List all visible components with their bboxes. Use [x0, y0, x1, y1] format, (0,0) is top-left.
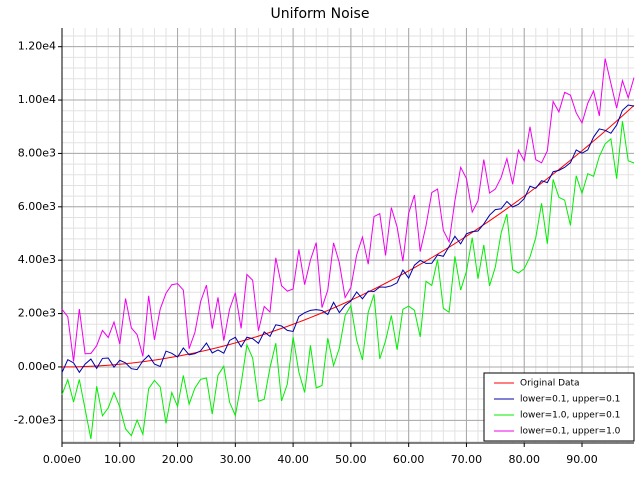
- series-line: [61, 104, 635, 374]
- legend-label: lower=0.1, upper=0.1: [520, 395, 620, 405]
- series-line: [61, 121, 635, 439]
- x-tick-label: 70.00: [451, 453, 483, 466]
- chart-title: Uniform Noise: [271, 6, 370, 22]
- legend-box: [483, 372, 635, 442]
- legend-label: lower=0.1, upper=1.0: [520, 427, 621, 437]
- y-tick-label: 6.00e3: [18, 200, 56, 213]
- x-tick-label: 60.00: [393, 453, 425, 466]
- x-tick-label: 20.00: [162, 453, 194, 466]
- y-tick-label: 4.00e3: [18, 253, 56, 266]
- x-tick-label: 0.00e0: [43, 453, 81, 466]
- x-tick-label: 90.00: [566, 453, 598, 466]
- series-line: [61, 58, 635, 362]
- x-tick-label: 30.00: [220, 453, 252, 466]
- y-tick-label: 0.00e0: [18, 360, 56, 373]
- x-tick-label: 10.00: [104, 453, 136, 466]
- y-tick-label: 1.20e4: [18, 40, 56, 53]
- legend-label: lower=1.0, upper=0.1: [520, 411, 620, 421]
- y-tick-label: 1.00e4: [18, 93, 56, 106]
- x-tick-label: 80.00: [508, 453, 540, 466]
- y-tick-label: -2.00e3: [14, 413, 56, 426]
- legend: Original Data lower=0.1, upper=0.1 lower=1…: [483, 372, 635, 442]
- x-tick-label: 40.00: [277, 453, 309, 466]
- legend-label: Original Data: [520, 379, 580, 389]
- y-tick-label: 8.00e3: [18, 146, 56, 159]
- y-tick-label: 2.00e3: [18, 307, 56, 320]
- x-tick-label: 50.00: [335, 453, 367, 466]
